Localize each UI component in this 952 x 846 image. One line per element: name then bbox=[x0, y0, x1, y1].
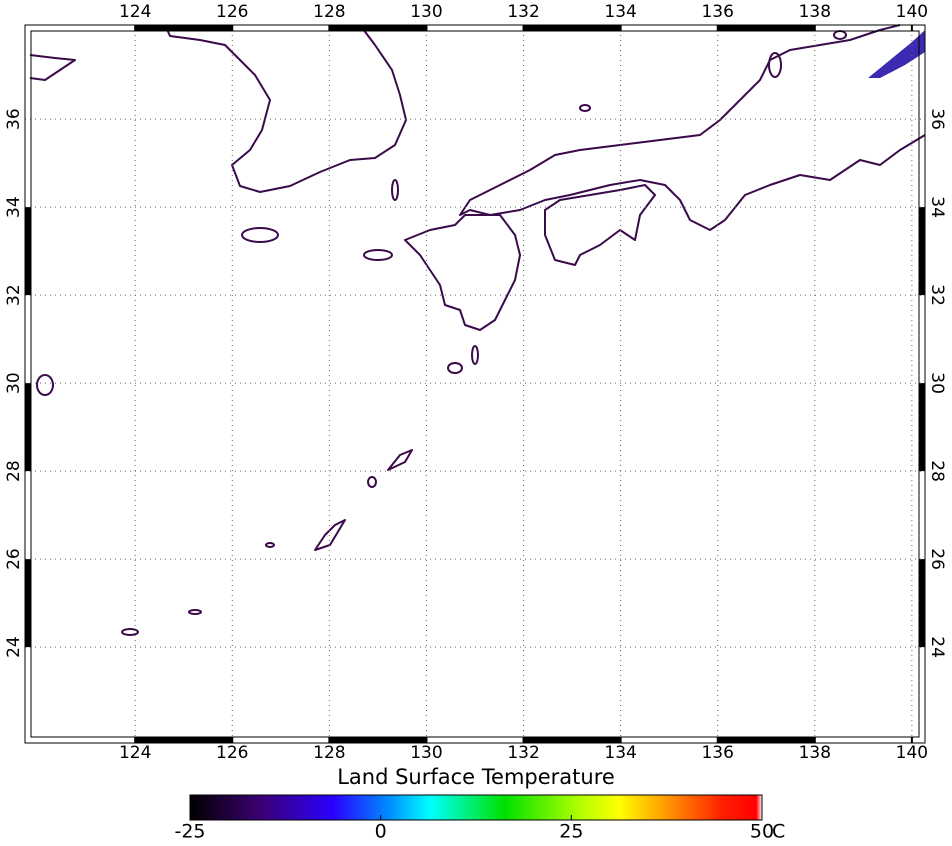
lat-label: 28 bbox=[927, 460, 947, 482]
lst-patch bbox=[868, 30, 925, 78]
lon-label: 136 bbox=[701, 2, 733, 22]
lon-label: 136 bbox=[701, 743, 733, 763]
lon-label: 132 bbox=[507, 2, 539, 22]
lon-label: 128 bbox=[313, 743, 345, 763]
lon-label: 138 bbox=[799, 743, 831, 763]
colorbar-tick-label: 50 bbox=[750, 821, 774, 843]
lat-label: 34 bbox=[4, 196, 24, 218]
colorbar-unit: C bbox=[772, 821, 785, 843]
lat-label: 26 bbox=[927, 548, 947, 570]
coastlines bbox=[29, 24, 926, 636]
lon-label: 132 bbox=[507, 743, 539, 763]
amami-coast bbox=[387, 449, 413, 471]
colorbar-tick-label: -25 bbox=[174, 821, 205, 843]
lat-label: 32 bbox=[927, 284, 947, 306]
lon-label: 138 bbox=[799, 2, 831, 22]
lon-label: 134 bbox=[604, 2, 636, 22]
lon-label: 140 bbox=[896, 743, 928, 763]
okinawa-coast bbox=[314, 519, 346, 551]
lat-label: 36 bbox=[927, 108, 947, 130]
lon-label: 134 bbox=[604, 743, 636, 763]
lon-label: 126 bbox=[216, 2, 248, 22]
lat-label: 26 bbox=[4, 548, 24, 570]
lon-label: 124 bbox=[119, 743, 151, 763]
lat-label: 30 bbox=[4, 372, 24, 394]
honshu-coast bbox=[459, 24, 926, 231]
lat-label: 24 bbox=[4, 636, 24, 658]
china-coast bbox=[29, 54, 76, 81]
colorbar-tick-label: 25 bbox=[559, 821, 583, 843]
axes: 124 124 126 126 128 128 130 130 132 132 134 134 136 1… bbox=[4, 2, 947, 763]
lon-label: 130 bbox=[410, 2, 442, 22]
inner-frame bbox=[30, 30, 920, 738]
kyushu-coast bbox=[404, 214, 521, 331]
small-islands bbox=[36, 30, 847, 636]
lon-label: 130 bbox=[410, 743, 442, 763]
lat-label: 24 bbox=[927, 636, 947, 658]
lat-label: 36 bbox=[4, 108, 24, 130]
lat-label: 34 bbox=[927, 196, 947, 218]
lat-label: 30 bbox=[927, 372, 947, 394]
frame bbox=[24, 24, 926, 744]
colorbar-title: Land Surface Temperature bbox=[337, 765, 615, 789]
island bbox=[241, 227, 279, 243]
lon-label: 140 bbox=[896, 2, 928, 22]
lat-label: 32 bbox=[4, 284, 24, 306]
shikoku-coast bbox=[544, 184, 656, 266]
lon-label: 126 bbox=[216, 743, 248, 763]
colorbar-tick-label: 0 bbox=[375, 821, 387, 843]
lat-label: 28 bbox=[4, 460, 24, 482]
korea-coast bbox=[164, 24, 407, 193]
colorbar bbox=[189, 794, 763, 821]
lon-label: 128 bbox=[313, 2, 345, 22]
lon-label: 124 bbox=[119, 2, 151, 22]
